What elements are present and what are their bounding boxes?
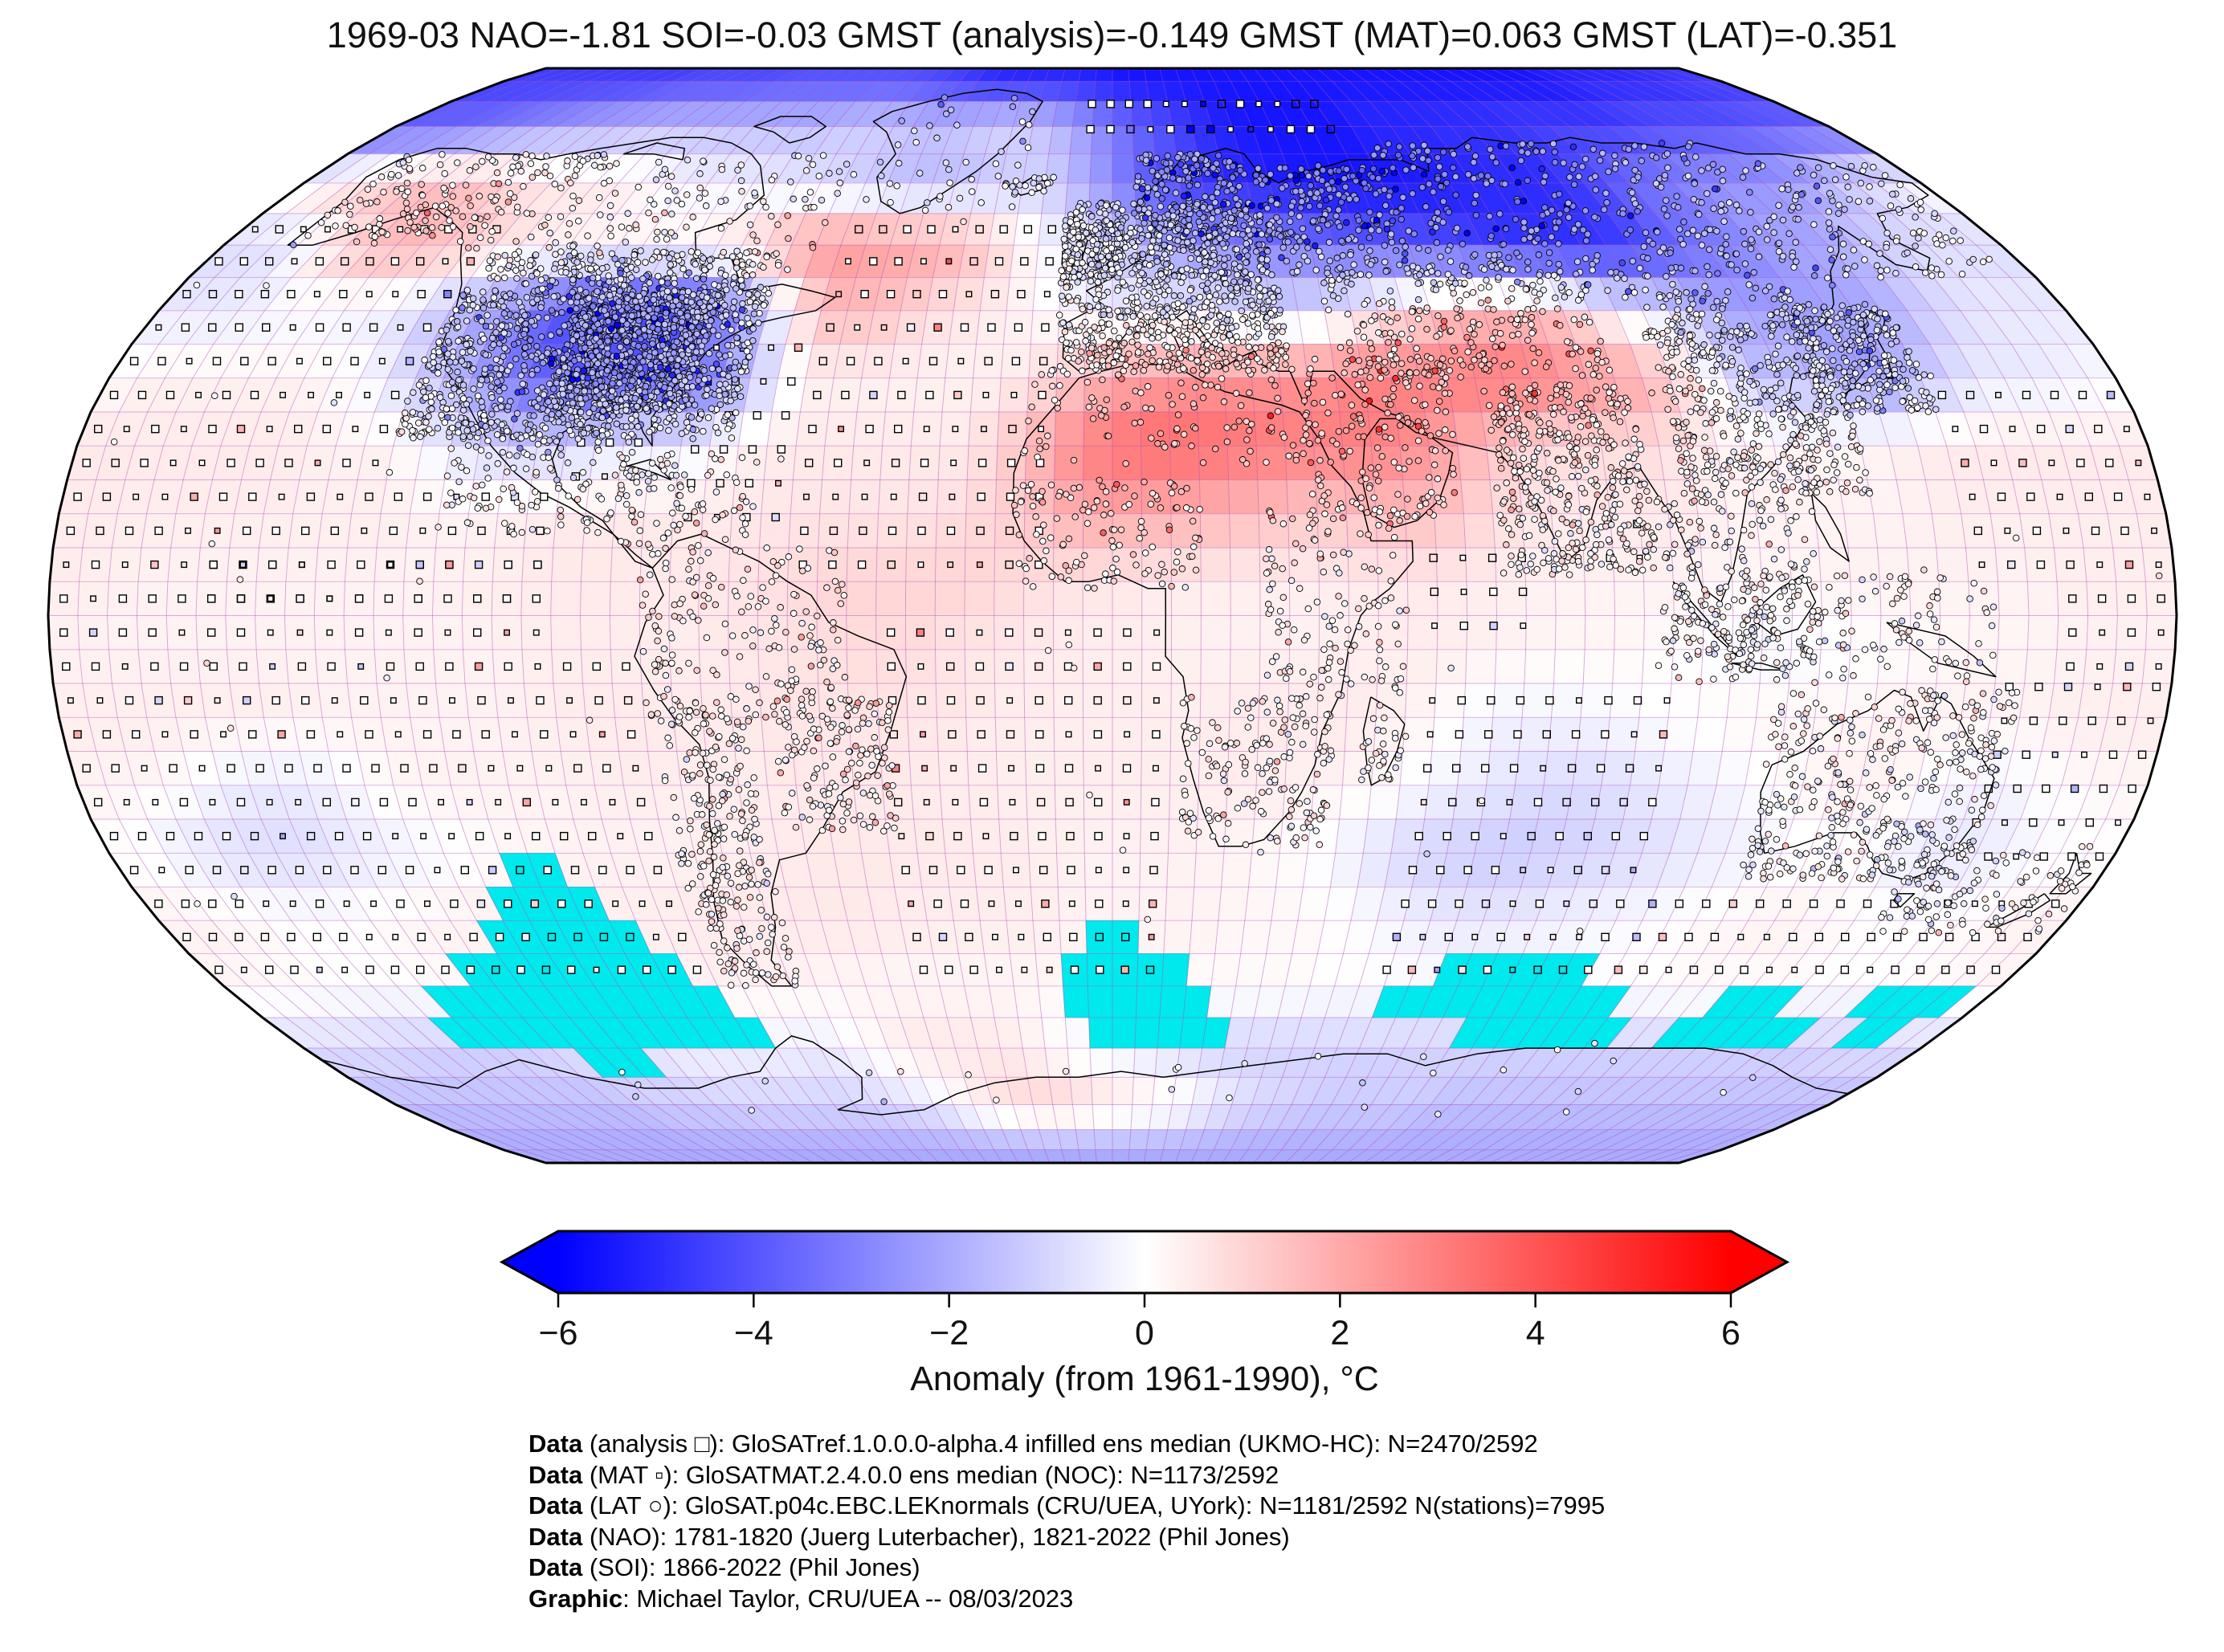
credit-text: : Michael Taylor, CRU/UEA -- 08/03/2023 (622, 1584, 1074, 1613)
colorbar-axis-label: Anomaly (from 1961-1990), °C (910, 1360, 1379, 1398)
credit-line-nao: Data (NAO): 1781-1820 (Juerg Luterbacher… (528, 1522, 1605, 1553)
credit-prefix: Data (528, 1522, 583, 1551)
credit-prefix: Data (528, 1553, 583, 1581)
credit-line-graphic: Graphic: Michael Taylor, CRU/UEA -- 08/0… (528, 1584, 1605, 1615)
credit-line-mat: Data (MAT ▫): GloSATMAT.2.4.0.0 ens medi… (528, 1460, 1605, 1491)
credits-block: Data (analysis □): GloSATref.1.0.0.0-alp… (528, 1429, 1605, 1614)
graticule (48, 68, 2177, 1163)
credit-text: (MAT ▫): GloSATMAT.2.4.0.0 ens median (N… (582, 1460, 1279, 1489)
map-outline (47, 67, 2178, 1165)
colorbar: −6 −4 −2 0 2 4 6 Anomaly (from 1961-1990), °C (499, 1230, 1790, 1398)
colorbar-tick-label: 2 (1330, 1314, 1349, 1352)
credit-prefix: Data (528, 1430, 583, 1458)
credit-text: (analysis □): GloSATref.1.0.0.0-alpha.4 … (582, 1430, 1538, 1458)
colorbar-tick-label: −4 (734, 1314, 773, 1352)
mask-cells (420, 853, 1977, 1078)
credit-prefix: Graphic (528, 1584, 623, 1613)
station-circle-markers (110, 94, 2163, 1118)
credit-text: (NAO): 1781-1820 (Juerg Luterbacher), 18… (582, 1522, 1290, 1551)
colorbar-tick-label: −2 (929, 1314, 969, 1352)
colorbar-ticks: −6 −4 −2 0 2 4 6 (538, 1293, 1740, 1352)
colorbar-bar (499, 1230, 1790, 1295)
credit-line-lat: Data (LAT ○): GloSAT.p04c.EBC.LEKnormals… (528, 1491, 1605, 1522)
colorbar-tick-label: 6 (1721, 1314, 1740, 1352)
credit-text: (LAT ○): GloSAT.p04c.EBC.LEKnormals (CRU… (582, 1491, 1606, 1519)
credit-line-soi: Data (SOI): 1866-2022 (Phil Jones) (528, 1552, 1605, 1584)
credit-prefix: Data (528, 1460, 583, 1489)
page-title: 1969-03 NAO=-1.81 SOI=-0.03 GMST (analys… (326, 14, 1898, 55)
ocean-square-markers (59, 100, 2165, 974)
colorbar-tick-label: 4 (1526, 1314, 1545, 1352)
colorbar-tick-label: −6 (538, 1314, 577, 1352)
credit-prefix: Data (528, 1491, 583, 1519)
colorbar-tick-label: 0 (1135, 1314, 1154, 1352)
credit-line-analysis: Data (analysis □): GloSATref.1.0.0.0-alp… (528, 1429, 1605, 1460)
credit-text: (SOI): 1866-2022 (Phil Jones) (582, 1553, 920, 1581)
